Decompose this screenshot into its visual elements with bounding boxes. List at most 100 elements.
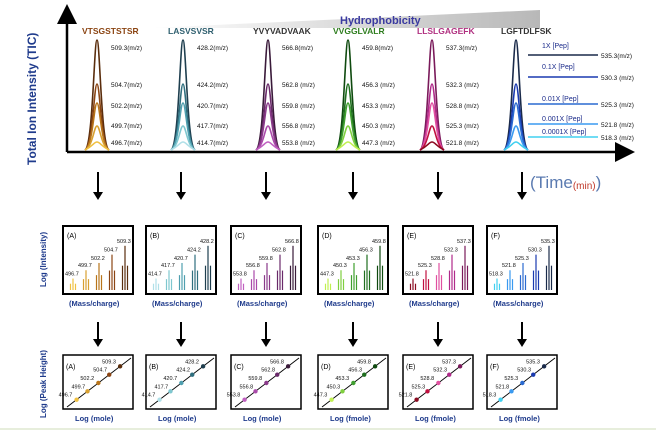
calibration-point-label: 504.7 — [93, 368, 107, 374]
mz-label: 496.7(m/z) — [111, 140, 142, 147]
chromatogram-panel: Hydrophobicity Total Ion Intensity (TIC)… — [25, 4, 635, 192]
chromatogram-peak — [255, 83, 281, 151]
chromatogram-peak — [503, 125, 529, 151]
mz-label: 504.7(m/z) — [111, 82, 142, 89]
mz-label: 521.8 (m/z) — [601, 122, 634, 129]
calibration-point-label: 521.8 — [495, 384, 509, 390]
peptide-group: LLSLGAGEFK 537.3(m/z) 532.3 (m/z) 528.8 (m/… — [417, 26, 479, 151]
spectrum-peak-label: 420.7 — [174, 256, 188, 262]
peptide-group: VTSGSTSTSR 509.3(m/z) 504.7(m/z) 502.2(m/z)… — [82, 26, 142, 151]
spectrum-peak-label: 556.8 — [246, 263, 260, 269]
calibration-point-label: 562.8 — [261, 368, 275, 374]
dilution-label: 0.0001X [Pep] — [542, 129, 586, 136]
y-axis-label: Total Ion Intensity (TIC) — [25, 33, 39, 165]
log-amount-label: Log (mole) — [243, 414, 282, 423]
mass-charge-label: (Mass/charge) — [69, 299, 120, 308]
calibration-point-label: 556.8 — [239, 384, 253, 390]
calibration-point-label: 417.7 — [154, 384, 168, 390]
spectrum-frame — [62, 225, 134, 295]
calibration-point — [498, 397, 503, 402]
time-close-paren: ) — [596, 173, 602, 192]
calibration-point — [200, 364, 206, 369]
calibration-point — [541, 364, 547, 369]
calibration-point-label: 521.8 — [399, 393, 413, 399]
calibration-point-label: 496.7 — [59, 393, 73, 399]
peptide-name: VTSGSTSTSR — [82, 26, 139, 36]
mz-label: 450.3 (m/z) — [362, 123, 395, 130]
middle-y-label: Log (Intensity) — [39, 232, 48, 287]
arrow-head — [261, 339, 271, 347]
calibration-point — [96, 380, 101, 386]
chromatogram-peak — [503, 102, 529, 151]
calibration-point-label: 447.3 — [314, 393, 328, 399]
calibration-point-label: 525.3 — [504, 376, 518, 382]
panel-letter: (F) — [490, 364, 499, 371]
calibration-point — [362, 372, 367, 377]
arrows-row-2 — [93, 322, 527, 347]
chromatogram-peak — [84, 125, 110, 151]
mz-label: 459.8(m/z) — [362, 45, 393, 52]
arrow-head — [433, 339, 443, 347]
calibration-plot: (B) 414.7 417.7 420.7 424.2 428.2 Log (mole) — [142, 354, 217, 423]
calibration-point-label: 559.8 — [248, 376, 262, 382]
spectrum-peak-label: 450.3 — [333, 263, 347, 269]
chromatogram-peak — [419, 102, 445, 151]
spectrum-peak-label: 537.3 — [457, 239, 471, 245]
peptide-group: VVGGLVALR 459.8(m/z) 456.3 (m/z) 453.3 (m/z… — [333, 26, 395, 151]
arrow-head — [176, 339, 186, 347]
spectrum-peak-label: 504.7 — [104, 248, 118, 254]
time-word: Time — [536, 173, 573, 192]
calibration-point — [329, 397, 334, 402]
peptide-group: YVYVADVAAK 566.8(m/z) 562.8 (m/z) 559.8 (m/… — [253, 26, 315, 151]
arrow-head — [517, 192, 527, 200]
spectrum-peak-label: 525.3 — [515, 256, 529, 262]
panel-letter: (D) — [321, 364, 331, 371]
calibration-point-label: 459.8 — [357, 359, 371, 365]
calibration-panel: Log (Peak Height) (A) 496.7 499.7 502.2 504.… — [39, 350, 558, 423]
mz-label: 521.8 (m/z) — [446, 140, 479, 147]
arrow-head — [517, 339, 527, 347]
peptide-name: VVGGLVALR — [333, 26, 385, 36]
spectrum-peak-label: 518.3 — [489, 272, 503, 278]
mz-label: 447.3 (m/z) — [362, 140, 395, 147]
calibration-point — [351, 380, 356, 386]
mz-label: 414.7(m/z) — [197, 140, 228, 147]
chromatogram-peak — [255, 102, 281, 151]
spectrum-peak-label: 456.3 — [359, 248, 373, 254]
spectrum-peak-label: 453.3 — [346, 256, 360, 262]
chromatogram-peak — [84, 83, 110, 151]
calibration-point-label: 424.2 — [176, 368, 190, 374]
panel-letter: (B) — [149, 364, 158, 371]
panel-letter: (E) — [406, 364, 415, 371]
calibration-point — [531, 372, 536, 377]
panel-letter: (F) — [491, 233, 500, 240]
spectrum-peak-label: 459.8 — [372, 239, 386, 245]
arrow-head — [348, 339, 358, 347]
dilution-label: 0.1X [Pep] — [542, 64, 575, 71]
hydrophobicity-wedge — [150, 10, 540, 28]
mz-label: 424.2(m/z) — [197, 82, 228, 89]
chromatogram-peak — [255, 125, 281, 151]
mass-charge-label: (Mass/charge) — [409, 299, 460, 308]
dilution-label: 0.01X [Pep] — [542, 96, 579, 103]
arrow-head — [433, 192, 443, 200]
calibration-point — [520, 380, 525, 386]
mz-label: 509.3(m/z) — [111, 45, 142, 52]
chromatogram-peak — [419, 141, 445, 151]
log-amount-label: Log (mole) — [75, 414, 114, 423]
mz-label: 499.7(m/z) — [111, 123, 142, 130]
mz-label: 532.3 (m/z) — [446, 82, 479, 89]
chromatogram-peak — [503, 83, 529, 151]
spectrum-peak-label: 509.3 — [117, 239, 131, 245]
spectrum-peak-label: 525.3 — [418, 263, 432, 269]
mz-label: 428.2(m/z) — [197, 45, 228, 52]
chromatogram-peak — [84, 39, 110, 151]
spectrum-peak-label: 553.8 — [233, 272, 247, 278]
peptide-name: LLSLGAGEFK — [417, 26, 475, 36]
mz-label: 562.8 (m/z) — [282, 82, 315, 89]
calibration-point — [372, 364, 378, 369]
spectrum-peak-label: 530.3 — [528, 248, 542, 254]
